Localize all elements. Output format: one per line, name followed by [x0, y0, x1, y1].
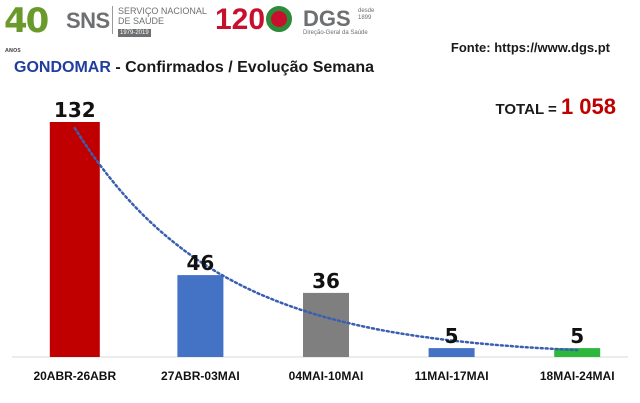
sns-line-1: SERVIÇO NACIONAL: [118, 6, 207, 16]
bar-20abr-26abr: [49, 122, 100, 357]
x-tick-04mai-10mai: 04MAI-10MAI: [289, 369, 364, 383]
dgs-emblem-icon: [266, 6, 293, 32]
dgs-logo: DGS: [303, 6, 351, 31]
sns-name: SERVIÇO NACIONAL DE SAÚDE 1979-2019: [118, 6, 207, 37]
bar-18mai-24mai: [554, 348, 601, 357]
x-tick-20abr-26abr: 20ABR-26ABR: [33, 369, 116, 383]
data-label-20abr-26abr: 132: [54, 98, 96, 122]
total-value: 1 058: [560, 94, 616, 119]
source-text: Fonte: https://www.dgs.pt: [450, 40, 610, 55]
data-label-04mai-10mai: 36: [312, 269, 340, 293]
sns-logo: SNS: [66, 8, 110, 33]
labels-group: 132 20ABR-26ABR 46 27ABR-03MAI 36 04MAI-10MAI…: [33, 98, 614, 383]
x-tick-11mai-17mai: 11MAI-17MAI: [415, 369, 489, 383]
dgs-since-year: 1899: [358, 15, 372, 21]
sns-divider: [112, 6, 113, 34]
bars-group: [49, 122, 601, 357]
data-label-27abr-03mai: 46: [186, 251, 214, 275]
dgs-since: desde 1899: [358, 8, 374, 22]
bar-11mai-17mai: [428, 348, 475, 357]
bar-27abr-03mai: [177, 275, 224, 357]
logo-40-sub: ANOS: [5, 48, 21, 54]
total-count: TOTAL = 1 058: [496, 94, 617, 120]
data-label-11mai-17mai: 5: [445, 324, 459, 348]
logo-40-anos: 40 ANOS: [4, 1, 49, 54]
logo-120-anos: 120: [215, 3, 293, 36]
logo-120-text: 120: [215, 3, 266, 36]
x-tick-18mai-24mai: 18MAI-24MAI: [540, 369, 615, 383]
sns-line-2: DE SAÚDE: [118, 16, 165, 26]
trendline: [73, 126, 579, 352]
dgs-since-label: desde: [358, 8, 375, 14]
logo-40-text: 40: [4, 1, 49, 41]
title-description: - Confirmados / Evolução Semana: [110, 59, 375, 76]
dgs-full-name: Direção-Geral da Saúde: [303, 30, 368, 36]
sns-years-badge: 1979-2019: [118, 29, 151, 37]
title-place: GONDOMAR: [14, 59, 111, 76]
data-label-18mai-24mai: 5: [570, 324, 584, 348]
x-tick-27abr-03mai: 27ABR-03MAI: [161, 369, 240, 383]
header-logos: 40 ANOS SNS SERVIÇO NACIONAL DE SAÚDE 19…: [0, 0, 640, 54]
chart-title: GONDOMAR - Confirmados / Evolução Semana: [14, 59, 374, 77]
bar-04mai-10mai: [303, 292, 349, 357]
total-label: TOTAL =: [495, 101, 561, 118]
